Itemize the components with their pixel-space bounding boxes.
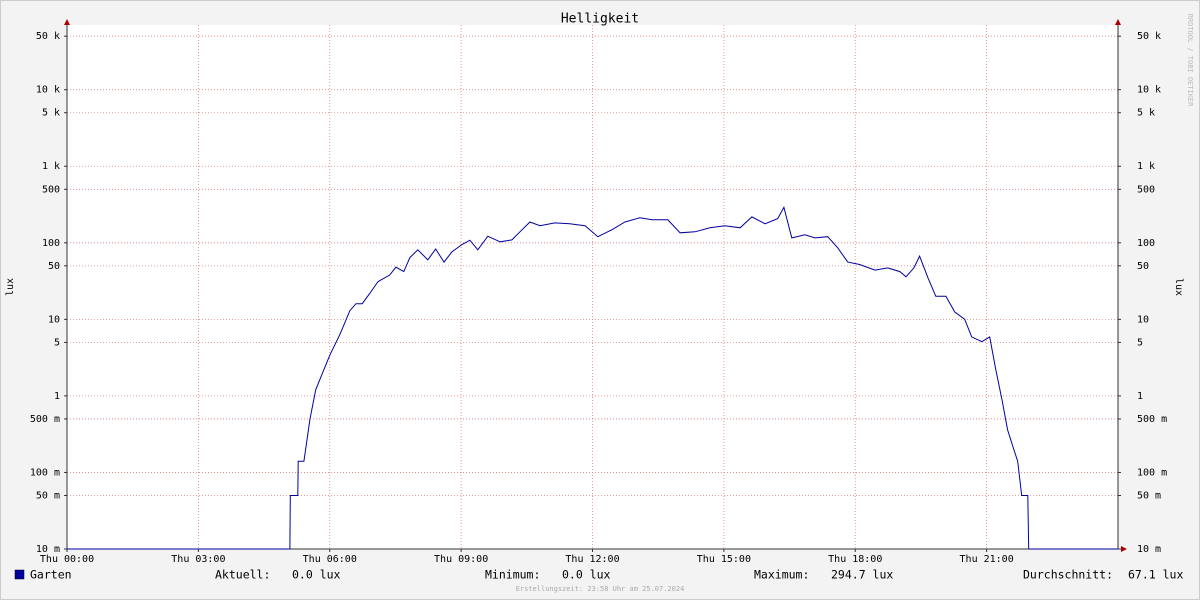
x-tick-label: Thu 18:00 [828, 554, 882, 565]
legend-stat-label: Durchschnitt: [1023, 568, 1113, 582]
y2-tick-label: 100 m [1137, 467, 1167, 478]
x-tick-label: Thu 21:00 [960, 554, 1014, 565]
legend-stat-value: 67.1 lux [1128, 568, 1183, 582]
y2-tick-label: 5 [1137, 337, 1143, 348]
chart-title: Helligkeit [561, 12, 639, 27]
legend-swatch [14, 569, 25, 580]
x-tick-label: Thu 09:00 [434, 554, 488, 565]
y-tick-label: 10 k [36, 85, 60, 96]
y-tick-label: 50 k [36, 31, 60, 42]
x-tick-label: Thu 06:00 [303, 554, 357, 565]
legend-stat-label: Aktuell: [215, 568, 270, 582]
y2-tick-label: 50 [1137, 261, 1149, 272]
y2-tick-label: 500 [1137, 184, 1155, 195]
y2-tick-label: 10 m [1137, 544, 1161, 555]
y2-tick-label: 5 k [1137, 108, 1155, 119]
y2-tick-label: 50 m [1137, 490, 1161, 501]
footer: Erstellungszeit: 23:58 Uhr am 25.07.2024 [516, 585, 685, 593]
axis-arrow [1115, 19, 1121, 25]
y2-tick-label: 500 m [1137, 414, 1167, 425]
y2-tick-label: 10 [1137, 314, 1149, 325]
y2-tick-label: 1 k [1137, 161, 1155, 172]
axis-arrow [64, 19, 70, 25]
legend-stat-label: Minimum: [485, 568, 540, 582]
y-tick-label: 100 m [30, 467, 60, 478]
y-tick-label: 50 [48, 261, 60, 272]
y-tick-label: 1 [54, 391, 60, 402]
y2-tick-label: 50 k [1137, 31, 1161, 42]
legend-label: Garten [30, 568, 72, 582]
y-tick-label: 5 k [42, 108, 60, 119]
y-tick-label: 1 k [42, 161, 60, 172]
y2-tick-label: 1 [1137, 391, 1143, 402]
data-line [67, 206, 1118, 550]
axis-arrow [1121, 546, 1127, 552]
y-tick-label: 10 [48, 314, 60, 325]
y2-axis-label: lux [1173, 278, 1184, 296]
watermark: RRDTOOL / TOBI OETIKER [1186, 14, 1194, 108]
x-tick-label: Thu 00:00 [40, 554, 94, 565]
legend-stat-value: 0.0 lux [292, 568, 341, 582]
y-tick-label: 500 [42, 184, 60, 195]
y-tick-label: 50 m [36, 490, 60, 501]
y-axis-label: lux [5, 278, 16, 296]
y-tick-label: 10 m [36, 544, 60, 555]
y-tick-label: 500 m [30, 414, 60, 425]
legend-stat-value: 0.0 lux [562, 568, 611, 582]
legend-stat-label: Maximum: [754, 568, 809, 582]
legend-stat-value: 294.7 lux [831, 568, 893, 582]
x-tick-label: Thu 12:00 [565, 554, 619, 565]
y2-tick-label: 10 k [1137, 85, 1161, 96]
x-tick-label: Thu 03:00 [171, 554, 225, 565]
y-tick-label: 5 [54, 337, 60, 348]
y-tick-label: 100 [42, 238, 60, 249]
x-tick-label: Thu 15:00 [697, 554, 751, 565]
y2-tick-label: 100 [1137, 238, 1155, 249]
